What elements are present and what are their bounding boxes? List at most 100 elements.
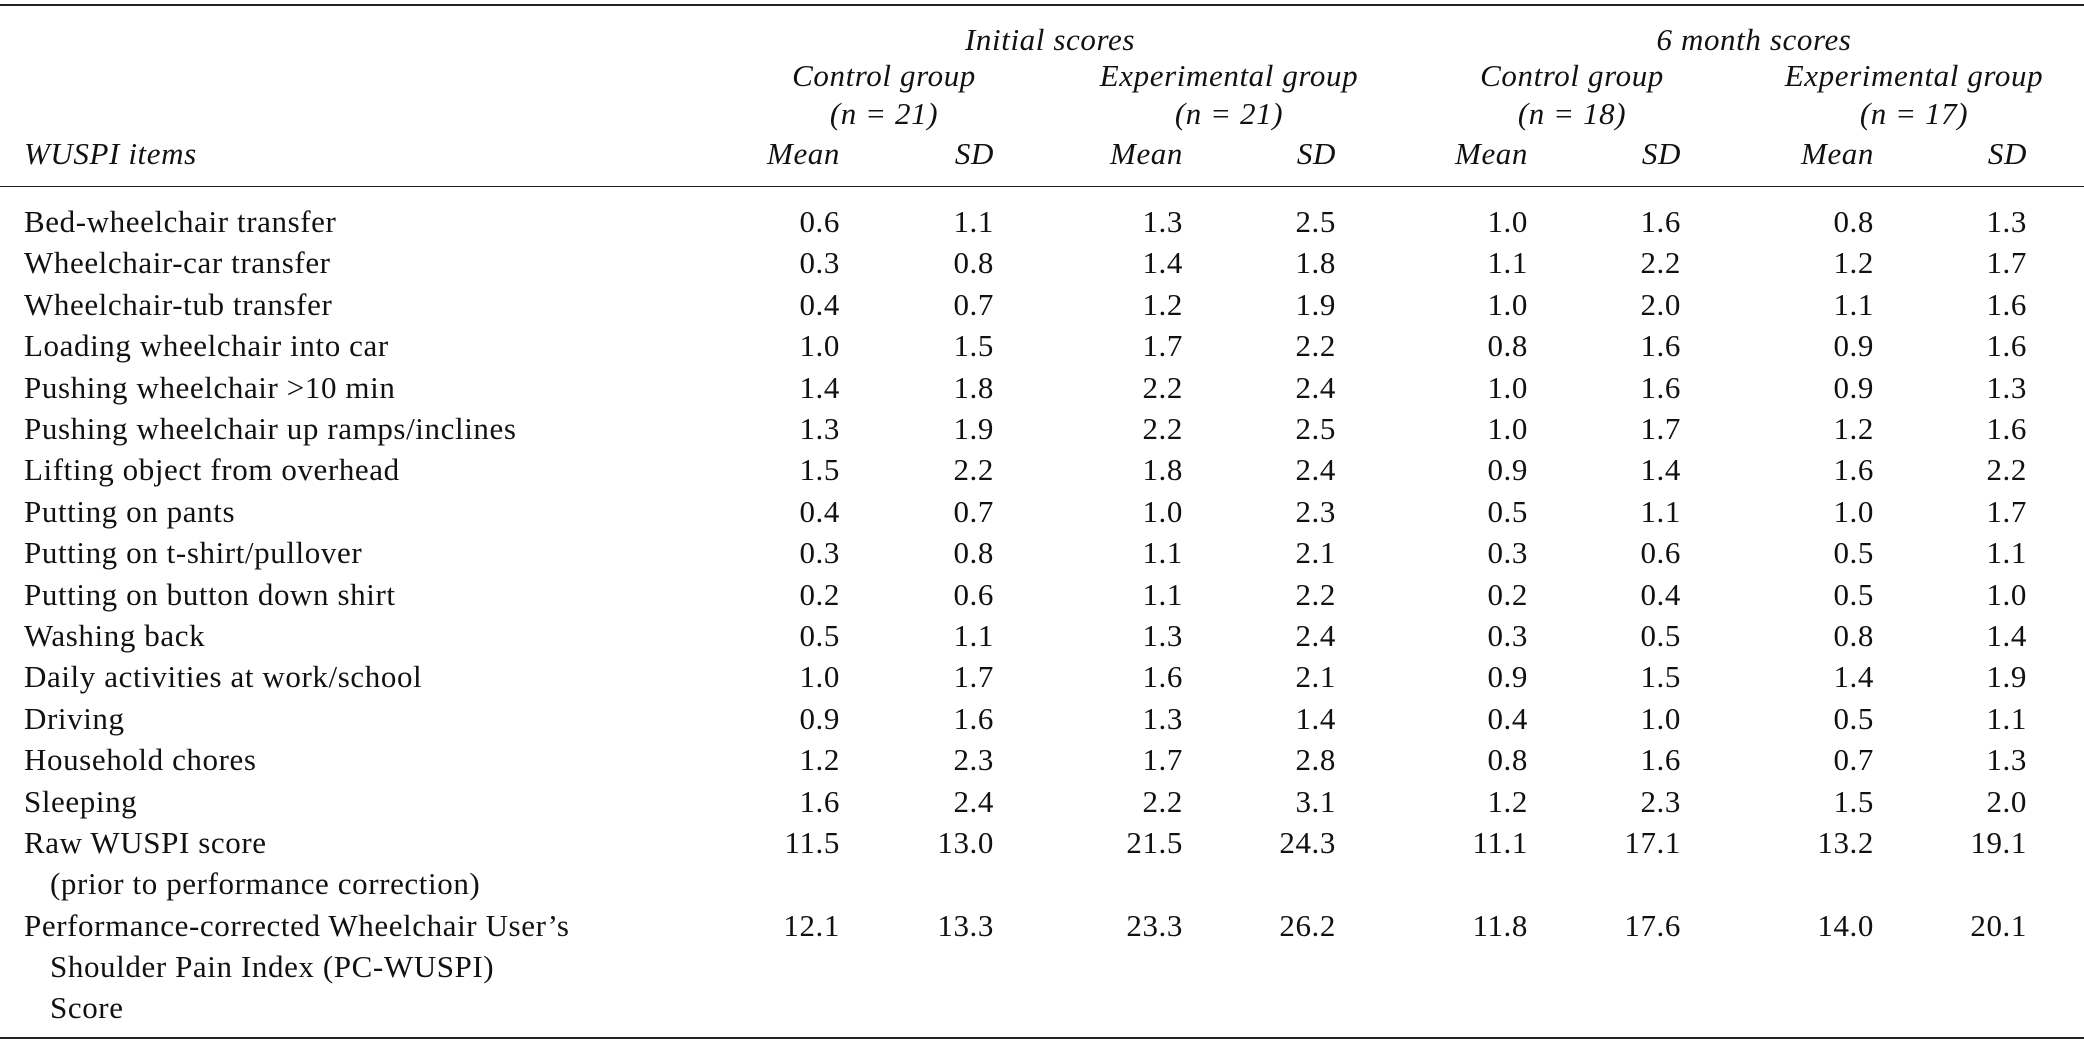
cell-value: 1.7: [1640, 411, 1681, 446]
cell-value: 2.4: [1295, 452, 1336, 488]
cell-value: 1.3: [1142, 700, 1183, 736]
cell-value: 2.1: [1295, 535, 1336, 571]
cell-value: 2.3: [953, 742, 994, 778]
cell-value: 1.7: [1986, 245, 2027, 281]
cell-value: 0.4: [1487, 700, 1528, 736]
cell-value: 1.1: [1986, 535, 2027, 571]
cell-value: 2.0: [1640, 286, 1681, 322]
cell-value: 0.3: [799, 535, 840, 571]
cell-value: 0.5: [1487, 493, 1528, 529]
cell-value: 1.2: [1833, 411, 1874, 446]
cell-value: 1.7: [1142, 328, 1183, 364]
cell-value: 13.2: [1817, 825, 1874, 860]
cell-value: 17.1: [1624, 825, 1681, 860]
cell-value: 13.3: [937, 907, 994, 943]
cell-value: 2.4: [1295, 618, 1336, 653]
cell-value: 0.8: [1487, 742, 1528, 778]
period-header: 6 month scores: [1656, 22, 1852, 57]
cell-value: 1.2: [1142, 286, 1183, 322]
group-header: Experimental group: [1099, 58, 1359, 93]
cell-value: 1.5: [1640, 659, 1681, 695]
cell-value: 1.9: [1986, 659, 2027, 695]
cell-value: 1.8: [953, 369, 994, 405]
cell-value: 1.3: [1986, 204, 2027, 239]
cell-value: 2.2: [1142, 783, 1183, 819]
cell-value: 0.7: [953, 286, 994, 322]
cell-value: 0.4: [799, 493, 840, 529]
group-n: (n = 21): [829, 96, 939, 131]
cell-value: 0.6: [799, 204, 840, 239]
cell-value: 2.4: [953, 783, 994, 819]
row-label: Pushing wheelchair >10 min: [24, 369, 396, 405]
cell-value: 1.6: [1640, 369, 1681, 405]
cell-value: 1.0: [1487, 369, 1528, 405]
cell-value: 0.6: [1640, 535, 1681, 571]
cell-value: 1.7: [1142, 742, 1183, 778]
cell-value: 1.6: [1640, 742, 1681, 778]
cell-value: 2.0: [1986, 783, 2027, 819]
cell-value: 1.1: [1640, 493, 1681, 529]
top-rule: [0, 4, 2084, 6]
row-label: Bed-wheelchair transfer: [24, 204, 337, 239]
cell-value: 0.9: [1833, 369, 1874, 405]
stat-header: Mean: [1801, 136, 1874, 171]
row-label: Performance-corrected Wheelchair User’s: [24, 907, 570, 943]
cell-value: 1.1: [953, 204, 994, 239]
cell-value: 1.3: [799, 411, 840, 446]
cell-value: 2.8: [1295, 742, 1336, 778]
cell-value: 1.6: [1986, 411, 2027, 446]
cell-value: 0.6: [953, 576, 994, 612]
cell-value: 1.1: [953, 618, 994, 653]
row-label: Driving: [24, 700, 125, 736]
cell-value: 1.7: [1986, 493, 2027, 529]
cell-value: 0.8: [1833, 618, 1874, 653]
row-label: Loading wheelchair into car: [24, 328, 389, 364]
cell-value: 1.0: [1640, 700, 1681, 736]
cell-value: 1.2: [1487, 783, 1528, 819]
group-n: (n = 17): [1859, 96, 1969, 131]
cell-value: 2.2: [953, 452, 994, 488]
row-label: Washing back: [24, 618, 206, 653]
cell-value: 17.6: [1624, 907, 1681, 943]
row-label: Household chores: [24, 742, 257, 778]
items-header: WUSPI items: [24, 136, 197, 171]
cell-value: 0.5: [1640, 618, 1681, 653]
bottom-rule: [0, 1037, 2084, 1039]
cell-value: 1.9: [953, 411, 994, 446]
cell-value: 26.2: [1279, 907, 1336, 943]
cell-value: 1.6: [1986, 286, 2027, 322]
cell-value: 0.7: [953, 493, 994, 529]
row-label: Daily activities at work/school: [24, 659, 423, 695]
row-label: Raw WUSPI score: [24, 825, 267, 860]
header-rule: [0, 186, 2084, 187]
group-header: Experimental group: [1784, 58, 2044, 93]
cell-value: 2.2: [1142, 411, 1183, 446]
cell-value: 2.4: [1295, 369, 1336, 405]
cell-value: 0.2: [1487, 576, 1528, 612]
row-label: (prior to performance correction): [50, 866, 481, 901]
cell-value: 1.2: [799, 742, 840, 778]
cell-value: 1.0: [1487, 204, 1528, 239]
cell-value: 0.9: [1487, 659, 1528, 695]
cell-value: 1.3: [1986, 369, 2027, 405]
cell-value: 11.8: [1472, 907, 1528, 943]
cell-value: 0.8: [1833, 204, 1874, 239]
cell-value: 1.3: [1986, 742, 2027, 778]
cell-value: 2.3: [1295, 493, 1336, 529]
row-label: Putting on t-shirt/pullover: [24, 535, 363, 571]
cell-value: 1.0: [1487, 286, 1528, 322]
cell-value: 1.4: [1986, 618, 2027, 653]
cell-value: 1.1: [1833, 286, 1874, 322]
cell-value: 14.0: [1817, 907, 1874, 943]
cell-value: 24.3: [1279, 825, 1336, 860]
cell-value: 0.8: [953, 245, 994, 281]
cell-value: 0.5: [1833, 576, 1874, 612]
cell-value: 1.0: [1487, 411, 1528, 446]
cell-value: 2.2: [1640, 245, 1681, 281]
stat-header: SD: [954, 136, 994, 171]
row-label: Sleeping: [24, 783, 138, 819]
cell-value: 1.3: [1142, 618, 1183, 653]
row-label: Wheelchair-car transfer: [24, 245, 331, 281]
cell-value: 1.0: [1833, 493, 1874, 529]
cell-value: 1.0: [799, 328, 840, 364]
